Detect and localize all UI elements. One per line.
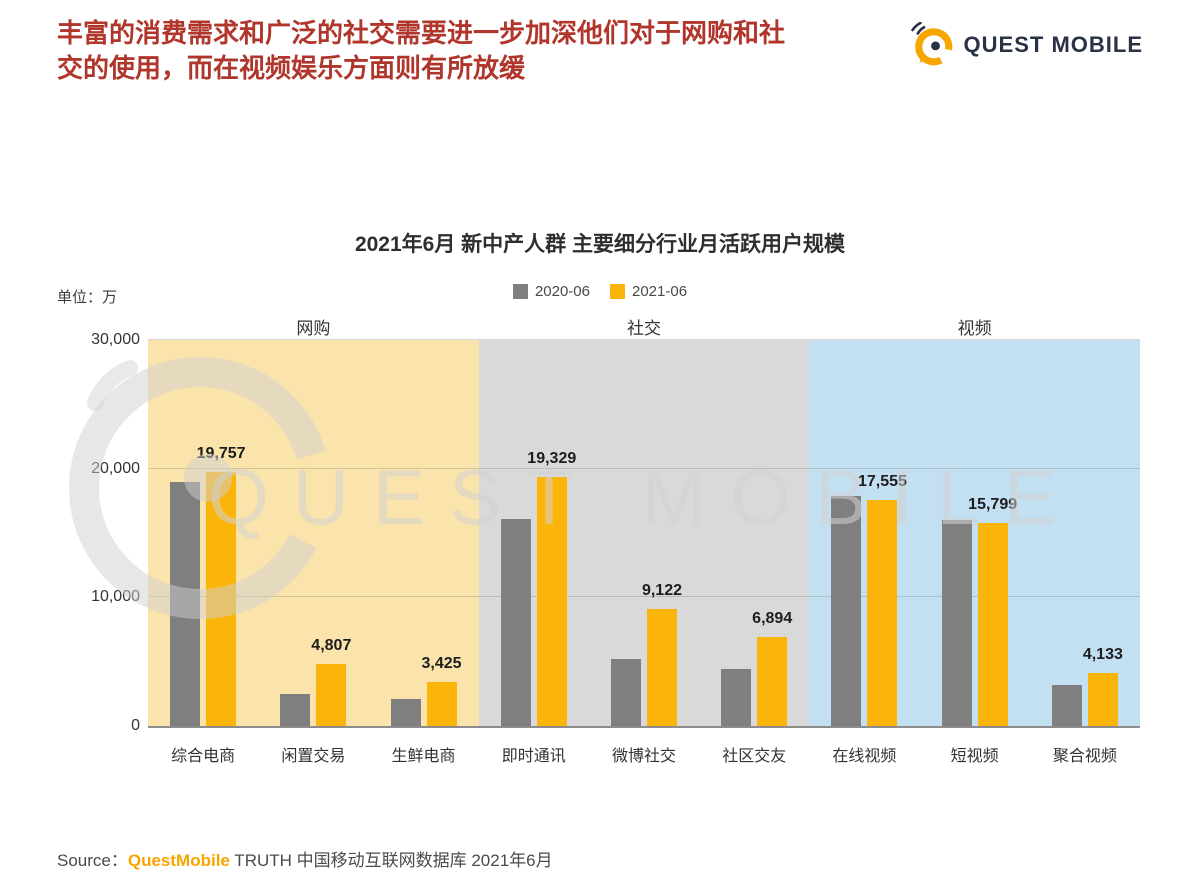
x-tick-label-聚合视频: 聚合视频 (1052, 748, 1117, 765)
plot-gridlines (148, 339, 1140, 726)
bar-group-即时通讯: 19,329 (479, 340, 589, 726)
bar-2021-06-聚合视频: 4,133 (1083, 646, 1123, 726)
y-tick-label-10000: 10,000 (91, 588, 140, 606)
band-label-网购: 网购 (296, 319, 331, 338)
value-label-在线视频: 17,555 (857, 473, 907, 491)
bar-2020-06-社区交友 (721, 669, 752, 726)
bar-2021-06-社区交友: 6,894 (752, 610, 792, 726)
value-label-聚合视频: 4,133 (1082, 645, 1123, 663)
band-labels-row: 网购 社交 视频 (148, 314, 1140, 339)
plot-groups: 19,757 4,807 3,425 19,329 9,122 6,894 17,555 15… (148, 340, 1140, 726)
legend-swatch-2021-06 (610, 284, 625, 299)
bar-2021-06-生鲜电商: 3,425 (422, 655, 462, 726)
value-label-即时通讯: 19,329 (527, 450, 577, 468)
band-label-社交: 社交 (627, 319, 661, 338)
legend-label-2020-06: 2020-06 (534, 283, 590, 300)
x-tick-label-综合电商: 综合电商 (171, 748, 236, 765)
plot-area: 19,757 4,807 3,425 19,329 9,122 6,894 17,555 15… (148, 339, 1140, 728)
bar-2020-06-生鲜电商 (390, 698, 421, 726)
value-label-生鲜电商: 3,425 (421, 654, 462, 672)
bar-group-聚合视频: 4,133 (1030, 340, 1140, 726)
legend-label-2021-06: 2021-06 (632, 283, 688, 300)
bar-2020-06-短视频 (941, 520, 972, 726)
brand-logo-icon (910, 22, 952, 66)
y-tick-label-0: 0 (131, 717, 140, 734)
unit-label: 单位：万 (57, 289, 118, 306)
brand-logo: QUEST MOBILE (909, 22, 1143, 68)
bar-2020-06-聚合视频 (1051, 684, 1082, 726)
bar-2020-06-在线视频 (831, 495, 862, 726)
legend: 2020-06 2021-06 (0, 283, 1200, 300)
value-label-社区交友: 6,894 (752, 610, 793, 628)
value-label-短视频: 15,799 (968, 495, 1018, 513)
bar-group-闲置交易: 4,807 (258, 340, 368, 726)
y-tick-label-30000: 30,000 (91, 331, 140, 348)
source-brand: QuestMobile (127, 851, 230, 870)
bar-2020-06-即时通讯 (500, 518, 531, 726)
page-title: 丰富的消费需求和广泛的社交需要进一步加深他们对于网购和社交的使用，而在视频娱乐方… (57, 18, 786, 84)
y-axis-labels: 0 10,000 20,000 30,000 (40, 331, 140, 734)
x-tick-label-生鲜电商: 生鲜电商 (391, 748, 456, 765)
value-label-微博社交: 9,122 (641, 581, 683, 599)
brand-name: QUEST MOBILE (963, 32, 1143, 57)
bar-2021-06-闲置交易: 4,807 (311, 637, 351, 726)
bar-2021-06-综合电商: 19,757 (197, 445, 246, 726)
x-axis-labels: 综合电商 闲置交易 生鲜电商 即时通讯 微博社交 社区交友 在线视频 短视频 聚合视频 (148, 742, 1140, 766)
y-tick-label-20000: 20,000 (91, 459, 140, 477)
bar-2021-06-短视频: 15,799 (968, 496, 1017, 726)
band-label-视频: 视频 (957, 319, 992, 338)
band-视频 (809, 340, 1140, 726)
source-line: Source：QuestMobile TRUTH 中国移动互联网数据库 2021… (57, 846, 553, 871)
bar-group-社区交友: 6,894 (699, 340, 809, 726)
source-rest: TRUTH 中国移动互联网数据库 2021年6月 (229, 851, 553, 870)
x-tick-label-即时通讯: 即时通讯 (501, 748, 566, 765)
bar-2020-06-综合电商 (170, 481, 201, 726)
value-label-综合电商: 19,757 (196, 444, 246, 462)
legend-item-2020-06: 2020-06 (512, 283, 590, 300)
legend-item-2021-06: 2021-06 (610, 283, 687, 300)
bar-group-生鲜电商: 3,425 (368, 340, 478, 726)
bar-2021-06-微博社交: 9,122 (642, 582, 682, 726)
bar-group-短视频: 15,799 (920, 340, 1030, 726)
bar-group-微博社交: 9,122 (589, 340, 699, 726)
bar-group-在线视频: 17,555 (809, 340, 919, 726)
x-tick-label-闲置交易: 闲置交易 (281, 748, 346, 765)
bar-2020-06-微博社交 (610, 659, 641, 726)
gridline-30000 (148, 339, 1140, 340)
legend-swatch-2020-06 (512, 284, 528, 299)
chart-title: 2021年6月 新中产人群 主要细分行业月活跃用户规模 (354, 233, 846, 256)
gridline-20000 (148, 467, 1140, 469)
gridline-10000 (148, 596, 1140, 598)
x-tick-label-在线视频: 在线视频 (832, 748, 897, 765)
band-社交 (478, 340, 810, 726)
x-tick-label-短视频: 短视频 (950, 748, 999, 765)
x-tick-label-微博社交: 微博社交 (611, 748, 676, 765)
bar-2020-06-闲置交易 (280, 693, 311, 726)
value-label-闲置交易: 4,807 (311, 637, 352, 655)
bar-2021-06-在线视频: 17,555 (858, 473, 907, 726)
bar-group-综合电商: 19,757 (148, 340, 258, 726)
x-tick-label-社区交友: 社区交友 (722, 748, 787, 765)
bar-2021-06-即时通讯: 19,329 (527, 450, 576, 726)
source-prefix: Source： (57, 851, 128, 870)
